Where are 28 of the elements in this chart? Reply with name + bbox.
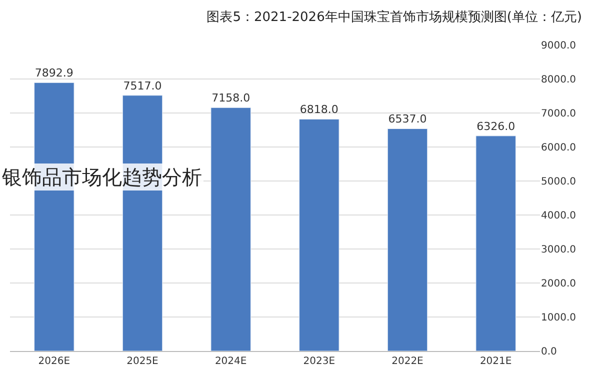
data-label: 7892.9 [34,66,74,80]
x-tick-label: 2022E [392,356,424,367]
x-tick-label: 2026E [38,356,70,367]
y-tick-label: 8000.0 [541,74,576,86]
annotation: 银饰品市场化趋势分析 [1,165,202,189]
bar [210,107,251,351]
data-label: 7517.0 [123,79,162,92]
x-tick-label: 2023E [303,356,336,367]
x-tick-label: 2024E [214,356,247,367]
y-tick-label: 4000.0 [541,210,576,222]
chart-title: 图表5：2021-2026年中国珠宝首饰市场规模预测图(单位：亿元) [206,8,582,25]
data-label: 6326.0 [476,120,516,133]
y-tick-label: 3000.0 [541,244,576,256]
data-label: 7158.0 [212,92,250,105]
x-tick-label: 2025E [126,356,158,367]
bar [387,128,428,351]
y-tick-label: 2000.0 [541,278,576,290]
bar [299,118,340,351]
y-tick-label: 9000.0 [541,40,576,52]
y-tick-label: 0.0 [541,346,557,358]
y-tick-label: 7000.0 [541,108,576,120]
bar [476,136,516,351]
data-label: 6818.0 [300,103,338,116]
y-tick-label: 6000.0 [541,142,576,154]
y-tick-label: 5000.0 [541,176,576,188]
data-label: 6537.0 [388,112,427,126]
x-tick-label: 2021E [480,356,512,367]
y-tick-label: 1000.0 [541,312,576,324]
